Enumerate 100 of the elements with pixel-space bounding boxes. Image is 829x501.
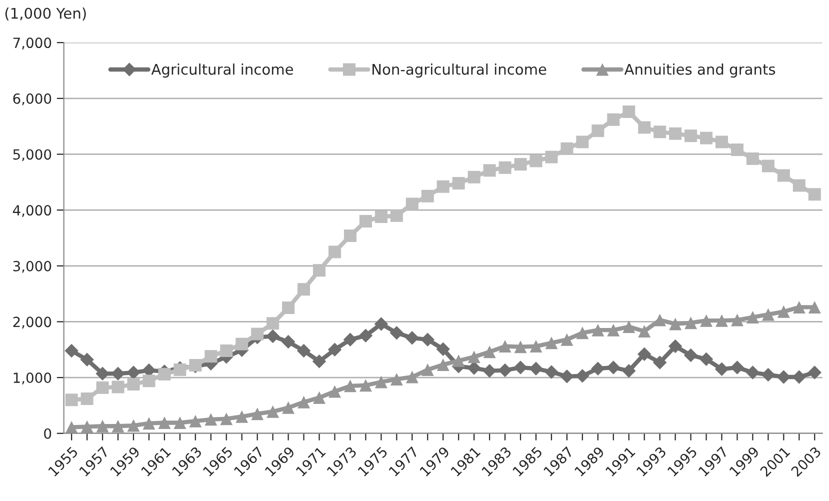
point	[498, 340, 512, 353]
point	[808, 366, 822, 380]
point	[436, 358, 450, 371]
point	[700, 314, 713, 327]
point	[390, 326, 404, 340]
point	[112, 380, 124, 394]
point	[281, 334, 296, 349]
point	[638, 324, 651, 338]
point	[96, 366, 110, 381]
point	[65, 420, 78, 434]
point	[669, 318, 682, 330]
point	[358, 328, 373, 343]
point	[668, 339, 682, 354]
point	[560, 370, 574, 384]
point	[64, 344, 78, 358]
point	[468, 350, 480, 364]
point	[420, 332, 434, 346]
y-tick-label: 6,000	[13, 93, 52, 106]
point	[762, 160, 774, 172]
point	[344, 229, 356, 242]
point	[96, 420, 109, 432]
point	[344, 380, 356, 392]
point	[282, 401, 295, 414]
point	[298, 283, 310, 296]
point	[746, 310, 759, 324]
point	[204, 350, 218, 363]
point	[622, 364, 636, 378]
point	[111, 366, 125, 381]
y-tick-label: 5,000	[13, 149, 52, 162]
point	[576, 368, 590, 383]
point	[468, 170, 480, 184]
point	[730, 314, 744, 326]
point	[298, 396, 310, 408]
point	[452, 177, 465, 190]
point	[467, 361, 481, 375]
y-tick-label: 3,000	[13, 260, 52, 273]
point	[251, 408, 264, 420]
point	[482, 364, 496, 378]
point	[112, 420, 124, 432]
point	[730, 144, 744, 156]
point	[545, 150, 558, 164]
point	[762, 308, 774, 321]
point	[312, 354, 326, 368]
point	[483, 346, 496, 358]
point	[328, 246, 341, 258]
y-tick-label: 7,000	[13, 38, 52, 50]
point	[359, 214, 372, 228]
point	[452, 354, 465, 368]
point	[592, 324, 604, 336]
point	[158, 416, 171, 430]
y-tick-label: 2,000	[13, 316, 52, 329]
point	[637, 347, 652, 361]
point	[390, 209, 403, 222]
point	[390, 372, 403, 386]
y-tick-label: 4,000	[12, 205, 52, 217]
point	[514, 360, 528, 374]
y-tick-label: 1,000	[14, 372, 52, 384]
point	[622, 320, 636, 333]
point	[328, 385, 341, 398]
legend-label: Non-agricultural income	[372, 64, 546, 78]
point	[204, 413, 218, 426]
point	[189, 414, 202, 428]
point	[761, 368, 776, 382]
point	[374, 317, 388, 331]
point	[684, 316, 698, 330]
point	[498, 161, 512, 174]
point	[405, 331, 420, 345]
legend-label: Annuities and grants	[624, 64, 776, 78]
point	[607, 113, 620, 126]
point	[652, 356, 667, 370]
point	[560, 142, 574, 155]
point	[483, 164, 496, 177]
point	[220, 412, 233, 426]
point	[715, 136, 728, 148]
point	[777, 169, 790, 182]
point	[498, 363, 512, 378]
point	[96, 381, 109, 394]
point	[406, 198, 418, 210]
point	[792, 179, 806, 192]
point	[529, 362, 543, 376]
point	[592, 124, 604, 138]
point	[421, 363, 434, 376]
point	[530, 340, 542, 353]
point	[792, 370, 806, 384]
point	[236, 410, 248, 423]
point	[313, 264, 326, 277]
point	[158, 368, 171, 380]
point	[80, 392, 94, 406]
point	[544, 365, 558, 379]
point	[220, 344, 233, 357]
point	[684, 348, 698, 362]
point	[65, 394, 78, 406]
point	[328, 342, 342, 356]
point	[266, 317, 280, 330]
point	[606, 360, 620, 374]
point	[576, 136, 589, 148]
point	[730, 360, 744, 374]
point	[746, 366, 760, 380]
y-axis-title: (1,000 Yen)	[5, 8, 86, 21]
point	[266, 405, 280, 418]
